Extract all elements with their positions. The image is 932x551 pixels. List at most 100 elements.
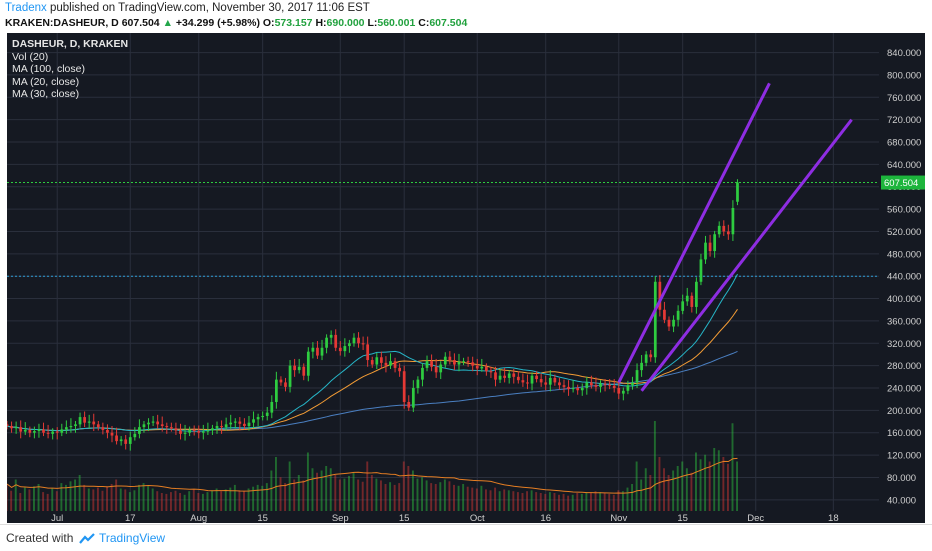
- candle-body: [695, 281, 698, 307]
- candle-body: [274, 379, 278, 402]
- chart-legend: DASHEUR, D, KRAKEN Vol (20) MA (100, clo…: [12, 38, 128, 101]
- volume-bar: [316, 472, 318, 511]
- candle-body: [183, 432, 187, 434]
- y-tick-label: 400.000: [887, 294, 921, 305]
- author-link[interactable]: Tradenx: [5, 2, 47, 14]
- volume-bar: [590, 493, 592, 511]
- candle-body: [530, 375, 534, 384]
- volume-bar: [256, 484, 259, 511]
- volume-bar: [726, 463, 729, 511]
- candle-body: [713, 234, 717, 252]
- candle-body: [731, 207, 735, 235]
- candle-body: [411, 388, 415, 408]
- candle-body: [631, 382, 634, 386]
- candle-body: [302, 366, 306, 376]
- candle-body: [640, 362, 643, 371]
- ohlc-line: KRAKEN:DASHEUR, D 607.504 ▲ +34.299 (+5.…: [5, 17, 467, 29]
- y-tick-label: 80.000: [887, 473, 916, 484]
- candle-body: [224, 424, 228, 428]
- volume-bar: [23, 487, 26, 511]
- volume-bar: [457, 485, 460, 511]
- volume-bar: [325, 466, 328, 511]
- legend-indicator-ma20[interactable]: MA (20, close): [12, 75, 80, 88]
- candle-body: [243, 423, 246, 427]
- volume-bar: [717, 450, 720, 511]
- y-tick-label: 360.000: [887, 316, 921, 327]
- candle-body: [585, 382, 589, 389]
- volume-bar: [211, 490, 213, 511]
- y-tick-label: 240.000: [887, 384, 921, 395]
- candle-body: [370, 360, 374, 365]
- candle-body: [261, 415, 265, 418]
- candle-body: [462, 361, 465, 363]
- candle-body: [115, 435, 118, 442]
- candle-body: [179, 430, 182, 434]
- legend-indicator-ma100[interactable]: MA (100, close): [12, 63, 85, 75]
- candle-body: [147, 422, 150, 425]
- candle-body: [7, 424, 9, 427]
- volume-bar: [603, 493, 606, 511]
- volume-ma-line: [7, 457, 738, 494]
- volume-bar: [512, 491, 515, 511]
- close-label: C:: [418, 17, 430, 29]
- candle-body: [192, 429, 196, 432]
- volume-bar: [384, 484, 387, 511]
- open-value: 573.157: [274, 17, 313, 29]
- volume-bar: [87, 488, 90, 511]
- x-tick-label: Nov: [610, 513, 627, 523]
- candle-body: [19, 427, 23, 432]
- candle-body: [708, 242, 712, 252]
- volume-bar: [580, 493, 583, 511]
- volume-bar: [713, 448, 716, 511]
- chart-panel[interactable]: 40.000 80.000 120.000 160.000 200.000 240.000…: [7, 33, 925, 523]
- candle-body: [128, 437, 132, 444]
- candle-body: [156, 421, 160, 425]
- candle-body: [375, 357, 379, 365]
- volume-bar: [51, 488, 54, 511]
- volume-bar: [55, 491, 58, 511]
- candle-body: [621, 390, 625, 394]
- volume-bar: [14, 479, 17, 511]
- volume-bar: [526, 491, 529, 511]
- ma30-line: [7, 309, 738, 432]
- volume-bar: [548, 492, 551, 511]
- volume-bar: [443, 479, 446, 511]
- volume-bar: [147, 486, 150, 511]
- volume-bar: [156, 491, 159, 511]
- volume-bar: [220, 491, 223, 511]
- volume-bar: [558, 494, 560, 511]
- volume-bar: [617, 490, 620, 511]
- candle-body: [558, 382, 561, 386]
- candle-body: [644, 354, 648, 363]
- candle-body: [571, 388, 575, 390]
- volume-bar: [188, 491, 191, 511]
- x-tick-label: Oct: [470, 513, 485, 523]
- candle-body: [425, 361, 429, 368]
- candle-body: [238, 421, 242, 424]
- volume-bar: [329, 468, 332, 511]
- candle-body: [270, 401, 274, 413]
- candle-body: [448, 356, 452, 361]
- volume-bar: [224, 489, 227, 511]
- candle-body: [494, 372, 497, 380]
- publish-line: Tradenx published on TradingView.com, No…: [5, 2, 370, 14]
- legend-indicator-ma30[interactable]: MA (30, close): [12, 88, 80, 100]
- tradingview-logo[interactable]: TradingView: [78, 531, 165, 545]
- price-change: +34.299 (+5.98%): [175, 17, 260, 29]
- candlestick-chart[interactable]: 40.000 80.000 120.000 160.000 200.000 240.000…: [7, 33, 925, 523]
- volume-bar: [704, 454, 707, 511]
- volume-bar: [361, 481, 364, 511]
- volume-bar: [567, 495, 570, 511]
- volume-bar: [243, 491, 245, 511]
- volume-bar: [288, 461, 291, 511]
- volume-bar: [78, 475, 81, 511]
- volume-bar: [462, 484, 465, 511]
- candle-body: [316, 347, 319, 356]
- candle-body: [722, 225, 726, 232]
- volume-bar: [274, 457, 277, 511]
- y-tick-label: 760.000: [887, 93, 921, 104]
- volume-bar: [676, 466, 679, 511]
- candle-body: [51, 431, 55, 434]
- volume-bar: [530, 490, 533, 511]
- legend-indicator-volume[interactable]: Vol (20): [12, 50, 49, 63]
